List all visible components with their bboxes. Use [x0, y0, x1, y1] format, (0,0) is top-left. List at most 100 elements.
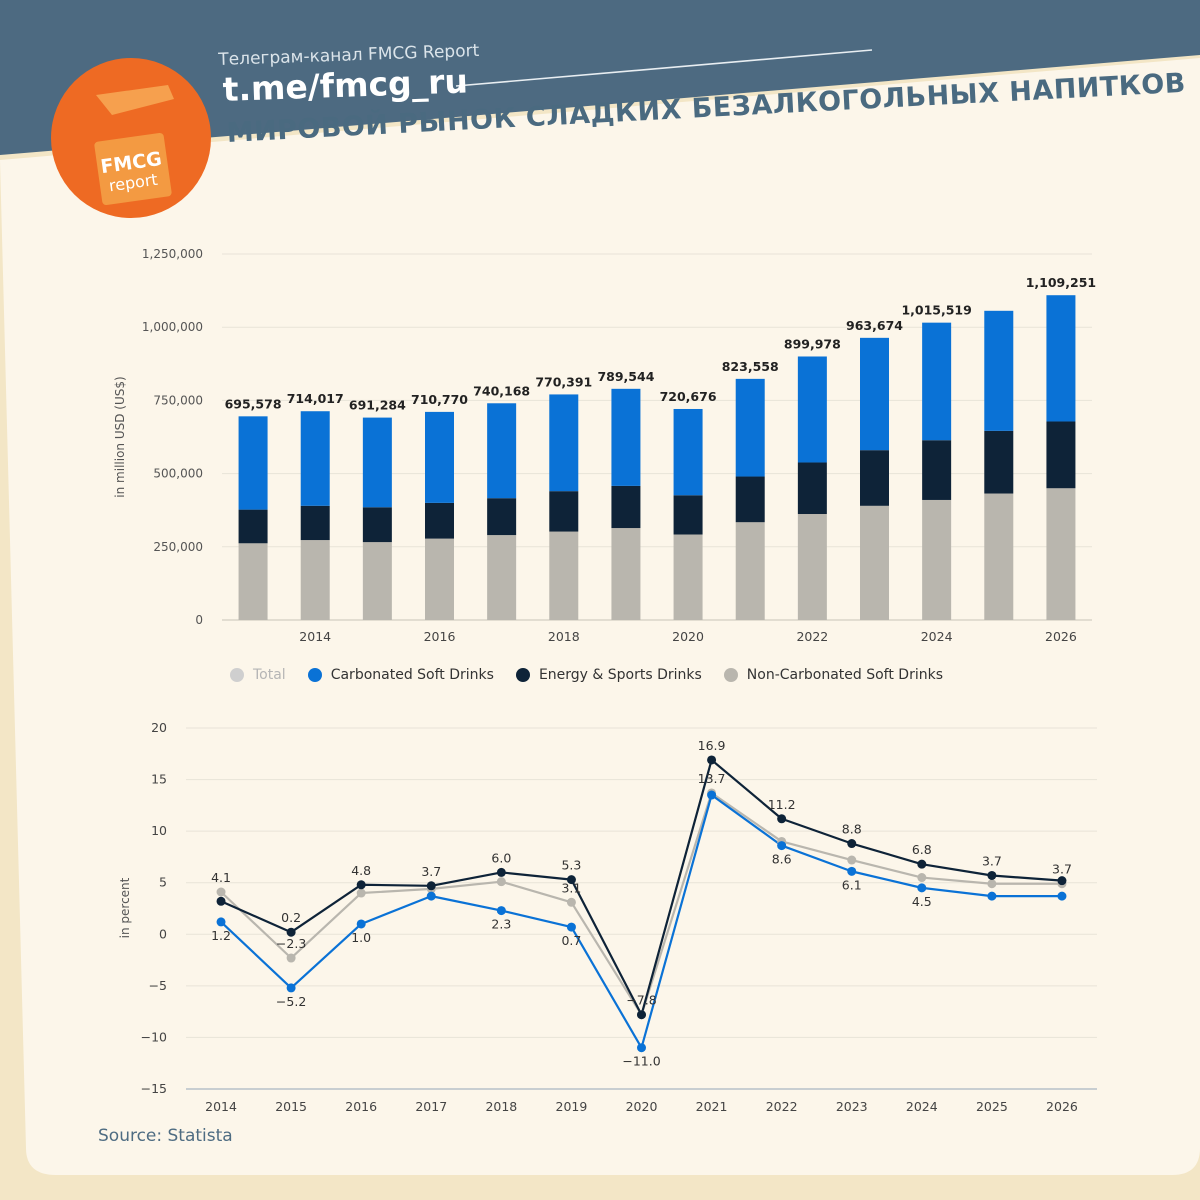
data-point — [496, 867, 506, 877]
data-point — [707, 755, 717, 765]
bar-total-label: 823,558 — [722, 359, 779, 374]
bar-segment — [860, 505, 889, 620]
x-tick-label: 2015 — [275, 1099, 307, 1114]
bar-segment — [611, 485, 641, 529]
data-label: 11.2 — [768, 797, 796, 812]
legend-marker-carbonated — [307, 668, 322, 682]
x-tick-label: 2016 — [424, 629, 456, 644]
x-tick-label: 2016 — [345, 1099, 377, 1114]
bar-segment — [797, 356, 827, 463]
data-label: −11.0 — [622, 1054, 660, 1069]
x-tick-label: 2025 — [976, 1099, 1008, 1114]
x-tick-label: 2020 — [626, 1099, 658, 1114]
bar-segment — [984, 310, 1014, 431]
data-point — [847, 855, 857, 865]
header-band — [0, 0, 1200, 155]
legend-label-total: Total — [253, 667, 286, 683]
bar-segment — [611, 388, 641, 486]
data-label: 0.2 — [281, 910, 301, 925]
bar-total-label: 789,544 — [597, 369, 654, 384]
bar-segment — [362, 507, 392, 543]
data-label: 16.9 — [698, 738, 726, 753]
bar-segment — [735, 476, 765, 523]
bar-segment — [549, 531, 579, 620]
data-label: 3.7 — [421, 864, 441, 879]
legend-item-total[interactable]: Total — [230, 667, 286, 683]
x-tick-label: 2024 — [906, 1099, 938, 1114]
y-tick-label: −10 — [141, 1029, 167, 1044]
x-tick-label: 2017 — [415, 1099, 447, 1114]
legend-label-carbonated: Carbonated Soft Drinks — [330, 667, 494, 683]
x-tick-label: 2021 — [696, 1099, 728, 1114]
data-point — [1057, 891, 1067, 901]
data-point — [426, 891, 436, 901]
data-label: 13.7 — [698, 771, 726, 786]
legend-item-carbonated[interactable]: Carbonated Soft Drinks — [307, 667, 494, 683]
legend-marker-total — [230, 668, 244, 682]
legend-item-noncarbonated[interactable]: Non-Carbonated Soft Drinks — [723, 667, 943, 683]
data-point — [426, 881, 436, 891]
data-label: 3.7 — [1052, 862, 1072, 877]
bar-segment — [549, 491, 579, 532]
bar-segment — [487, 535, 517, 620]
header-rule — [455, 49, 873, 87]
y-tick-label: 10 — [151, 823, 167, 838]
legend-label-noncarbonated: Non-Carbonated Soft Drinks — [746, 667, 943, 683]
data-point — [496, 877, 506, 887]
data-label: 6.1 — [842, 877, 862, 892]
bar-segment — [238, 509, 268, 544]
data-point — [1057, 876, 1067, 886]
x-tick-label: 2026 — [1045, 629, 1077, 644]
bar-segment — [860, 337, 889, 451]
bar-segment — [300, 411, 330, 506]
data-label: 1.0 — [351, 930, 371, 945]
series-line — [220, 791, 1062, 1016]
bar-segment — [922, 440, 952, 500]
x-tick-label: 2020 — [672, 629, 704, 644]
bar-total-label: 1,015,519 — [901, 303, 971, 318]
bar-segment — [549, 394, 579, 492]
bar-segment — [735, 378, 765, 477]
chart-legend: Total Carbonated Soft Drinks Energy & Sp… — [230, 664, 965, 686]
bar-total-label: 770,391 — [535, 374, 592, 389]
y-axis-title: in percent — [118, 877, 132, 938]
data-point — [777, 814, 787, 824]
bar-segment — [922, 499, 952, 620]
bar-segment — [673, 495, 703, 535]
data-point — [917, 873, 927, 883]
data-label: 6.8 — [912, 842, 932, 857]
x-tick-label: 2014 — [299, 629, 331, 644]
x-tick-label: 2022 — [796, 629, 828, 644]
data-point — [566, 897, 576, 907]
y-tick-label: 500,000 — [153, 467, 203, 481]
data-point — [286, 953, 296, 963]
bar-segment — [362, 542, 392, 620]
legend-item-energy[interactable]: Energy & Sports Drinks — [515, 667, 702, 683]
series-line — [220, 793, 1062, 1049]
data-point — [356, 888, 366, 898]
data-point — [847, 839, 857, 849]
y-tick-label: 15 — [151, 772, 167, 787]
bar-segment — [487, 498, 517, 536]
bar-segment — [362, 417, 392, 508]
data-label: 2.3 — [491, 917, 511, 932]
y-tick-label: 20 — [151, 720, 167, 735]
data-label: 1.2 — [211, 928, 231, 943]
data-point — [987, 879, 997, 889]
bar-segment — [797, 514, 827, 620]
data-label: 8.6 — [772, 852, 792, 867]
bar-total-label: 695,578 — [225, 396, 282, 411]
bar-total-label: 740,168 — [473, 383, 530, 398]
y-tick-label: 5 — [159, 875, 167, 890]
data-point — [987, 891, 997, 901]
bar-segment — [238, 543, 268, 620]
y-tick-label: 0 — [159, 926, 167, 941]
bar-segment — [922, 322, 952, 441]
data-label: −7.8 — [626, 993, 656, 1008]
data-label: 0.7 — [561, 933, 581, 948]
bar-segment — [425, 502, 454, 539]
data-label: 4.1 — [211, 870, 231, 885]
data-point — [637, 1043, 646, 1053]
data-point — [356, 880, 366, 890]
